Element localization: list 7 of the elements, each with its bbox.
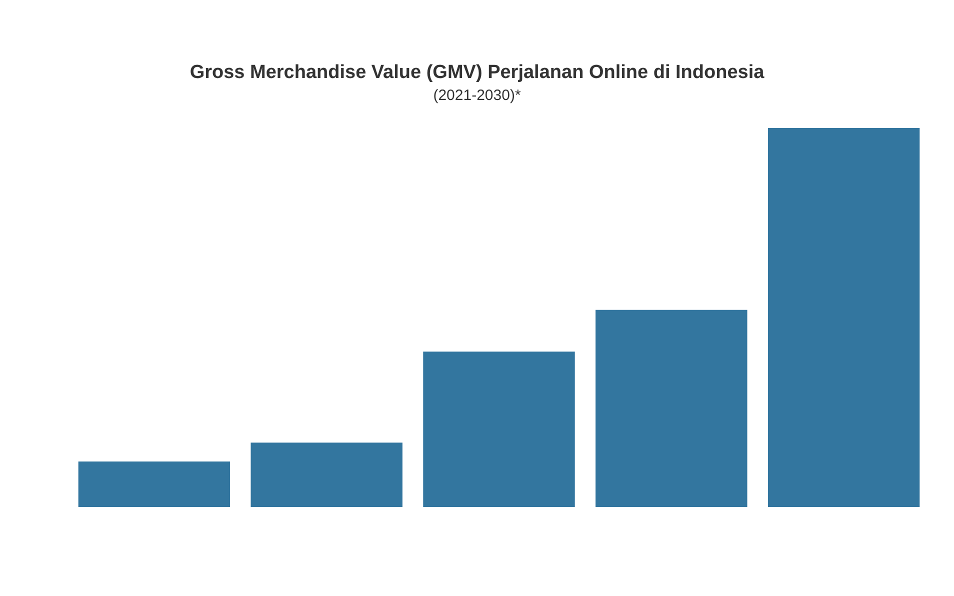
bar — [768, 128, 920, 507]
chart-subtitle: (2021-2030)* — [433, 87, 521, 104]
bar — [78, 462, 230, 507]
bar — [423, 352, 575, 507]
bar — [250, 442, 402, 507]
bar — [596, 310, 748, 507]
chart-title: Gross Merchandise Value (GMV) Perjalanan Online di Indonesia — [190, 62, 765, 83]
